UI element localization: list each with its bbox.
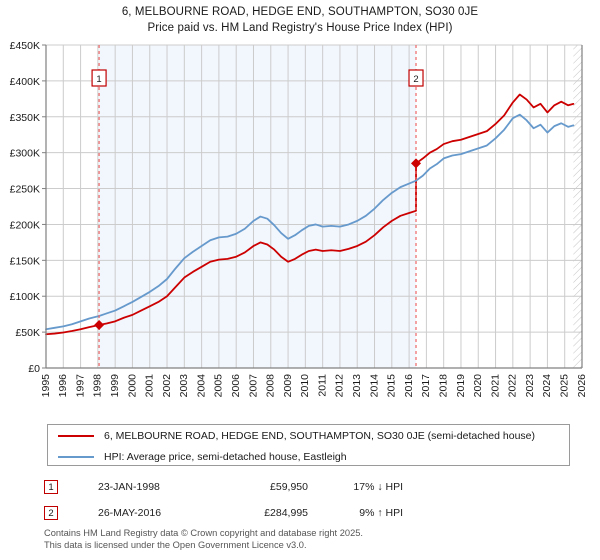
- transaction-price: £59,950: [270, 481, 308, 493]
- svg-text:2015: 2015: [386, 374, 398, 398]
- svg-text:£350K: £350K: [10, 112, 40, 124]
- chart-legend: 6, MELBOURNE ROAD, HEDGE END, SOUTHAMPTO…: [47, 424, 570, 466]
- plot-background: [46, 45, 582, 368]
- svg-text:£200K: £200K: [10, 219, 40, 231]
- axes: [45, 45, 583, 369]
- copyright-footer: Contains HM Land Registry data © Crown c…: [44, 528, 584, 551]
- transaction-price: £284,995: [264, 507, 308, 519]
- transaction-date: 23-JAN-1998: [98, 481, 160, 493]
- data-series: [45, 93, 575, 336]
- page-title: 6, MELBOURNE ROAD, HEDGE END, SOUTHAMPTO…: [0, 4, 600, 36]
- svg-text:2008: 2008: [265, 374, 277, 398]
- svg-text:2020: 2020: [472, 374, 484, 398]
- svg-text:2010: 2010: [299, 374, 311, 398]
- svg-text:£250K: £250K: [10, 184, 40, 196]
- table-row: 2 26-MAY-2016 £284,995 9% ↑ HPI: [44, 500, 584, 526]
- svg-text:2001: 2001: [143, 374, 155, 398]
- svg-text:1998: 1998: [92, 374, 104, 398]
- grid-lines: [45, 44, 583, 369]
- transaction-index-badge: 1: [44, 480, 58, 494]
- svg-text:£100K: £100K: [10, 291, 40, 303]
- legend-label-hpi: HPI: Average price, semi-detached house,…: [104, 450, 347, 463]
- legend-item-hpi: HPI: Average price, semi-detached house,…: [48, 446, 569, 467]
- svg-text:2017: 2017: [420, 374, 432, 398]
- transaction-hpi-delta: 17% ↓ HPI: [353, 481, 403, 493]
- svg-text:2012: 2012: [334, 374, 346, 398]
- footer-line-1: Contains HM Land Registry data © Crown c…: [44, 528, 363, 538]
- svg-text:2019: 2019: [455, 374, 467, 398]
- svg-text:2023: 2023: [524, 374, 536, 398]
- svg-text:2000: 2000: [126, 374, 138, 398]
- x-axis-labels: 1995 1996 1997 1998 1999 2000 2001 2002 2003 2004…: [40, 374, 588, 398]
- svg-text:£150K: £150K: [10, 255, 40, 267]
- svg-text:2003: 2003: [178, 374, 190, 398]
- svg-text:1996: 1996: [57, 374, 69, 398]
- svg-text:2013: 2013: [351, 374, 363, 398]
- svg-text:2: 2: [413, 74, 418, 85]
- transaction-index-badge: 2: [44, 506, 58, 520]
- svg-text:2011: 2011: [316, 374, 328, 397]
- legend-item-price: 6, MELBOURNE ROAD, HEDGE END, SOUTHAMPTO…: [48, 425, 569, 446]
- legend-label-price: 6, MELBOURNE ROAD, HEDGE END, SOUTHAMPTO…: [104, 429, 536, 442]
- transaction-hpi-delta: 9% ↑ HPI: [359, 507, 403, 519]
- svg-text:2005: 2005: [213, 374, 225, 398]
- svg-text:2002: 2002: [161, 374, 173, 398]
- svg-text:2022: 2022: [507, 374, 519, 398]
- svg-text:£50K: £50K: [15, 327, 40, 339]
- svg-text:2006: 2006: [230, 374, 242, 398]
- svg-text:2018: 2018: [437, 374, 449, 398]
- svg-text:2021: 2021: [489, 374, 501, 398]
- footer-line-2: This data is licensed under the Open Gov…: [44, 539, 307, 550]
- svg-text:2009: 2009: [282, 374, 294, 398]
- svg-text:1: 1: [96, 74, 101, 85]
- svg-text:2024: 2024: [541, 374, 553, 398]
- svg-text:2007: 2007: [247, 374, 259, 398]
- svg-text:£450K: £450K: [10, 40, 40, 52]
- title-line-1: 6, MELBOURNE ROAD, HEDGE END, SOUTHAMPTO…: [121, 6, 479, 18]
- legend-swatch-price: [58, 434, 94, 437]
- svg-text:2014: 2014: [368, 374, 380, 398]
- svg-text:£300K: £300K: [10, 148, 40, 160]
- svg-text:2004: 2004: [195, 374, 207, 398]
- svg-text:£0: £0: [28, 363, 40, 375]
- svg-text:1995: 1995: [40, 374, 52, 398]
- title-line-2: Price paid vs. HM Land Registry's House …: [147, 22, 453, 34]
- svg-text:2026: 2026: [576, 374, 588, 398]
- transaction-date: 26-MAY-2016: [98, 507, 162, 519]
- svg-text:2025: 2025: [558, 374, 570, 398]
- transactions-table: 1 23-JAN-1998 £59,950 17% ↓ HPI 2 26-MAY…: [44, 474, 584, 526]
- svg-text:£400K: £400K: [10, 76, 40, 88]
- svg-text:2016: 2016: [403, 374, 415, 398]
- svg-text:1997: 1997: [74, 374, 86, 398]
- table-row: 1 23-JAN-1998 £59,950 17% ↓ HPI: [44, 474, 584, 500]
- svg-text:1999: 1999: [109, 374, 121, 398]
- legend-swatch-hpi: [58, 455, 94, 458]
- y-axis-labels: £0 £50K £100K £150K £200K £250K £300K £350K £400…: [10, 40, 46, 375]
